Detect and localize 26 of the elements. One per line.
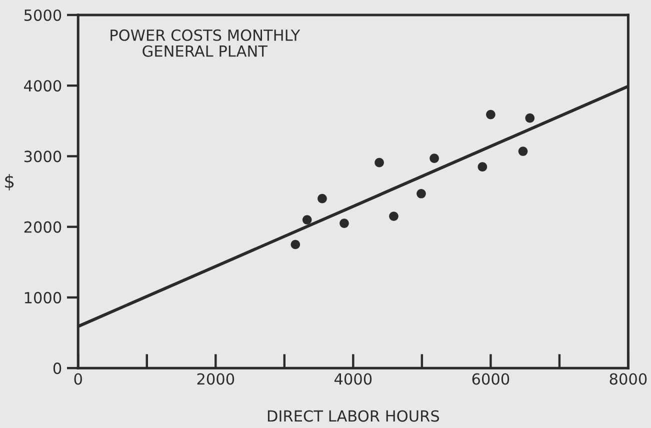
x-tick-label: 8000	[610, 373, 647, 385]
point	[340, 218, 349, 228]
x-tick-label: 4000	[334, 373, 372, 385]
x-tick-label: 6000	[472, 373, 510, 385]
y-tick-label: 3000	[24, 150, 62, 162]
point	[416, 188, 426, 198]
point	[525, 113, 535, 123]
y-tick-label: 1000	[24, 292, 62, 304]
point	[486, 110, 496, 120]
point	[290, 240, 300, 250]
x-axis-title: DIRECT LABOR HOURS	[268, 410, 440, 422]
point	[430, 154, 439, 163]
point	[389, 212, 398, 221]
point	[318, 194, 327, 204]
point	[302, 215, 312, 224]
point	[518, 146, 528, 156]
y-tick-label: 5000	[24, 9, 62, 21]
text: POWER COSTS MONTHLY GENERAL PLANT	[110, 29, 300, 57]
x-tick-label: 0	[74, 373, 82, 385]
y-axis-title: $	[5, 174, 14, 190]
x-tick-label: 2000	[197, 373, 234, 385]
y-tick-label: 4000	[24, 80, 62, 92]
point	[478, 162, 488, 172]
y-tick-label: 0	[53, 362, 62, 374]
y-tick-label: 2000	[24, 221, 62, 233]
point	[374, 158, 384, 168]
